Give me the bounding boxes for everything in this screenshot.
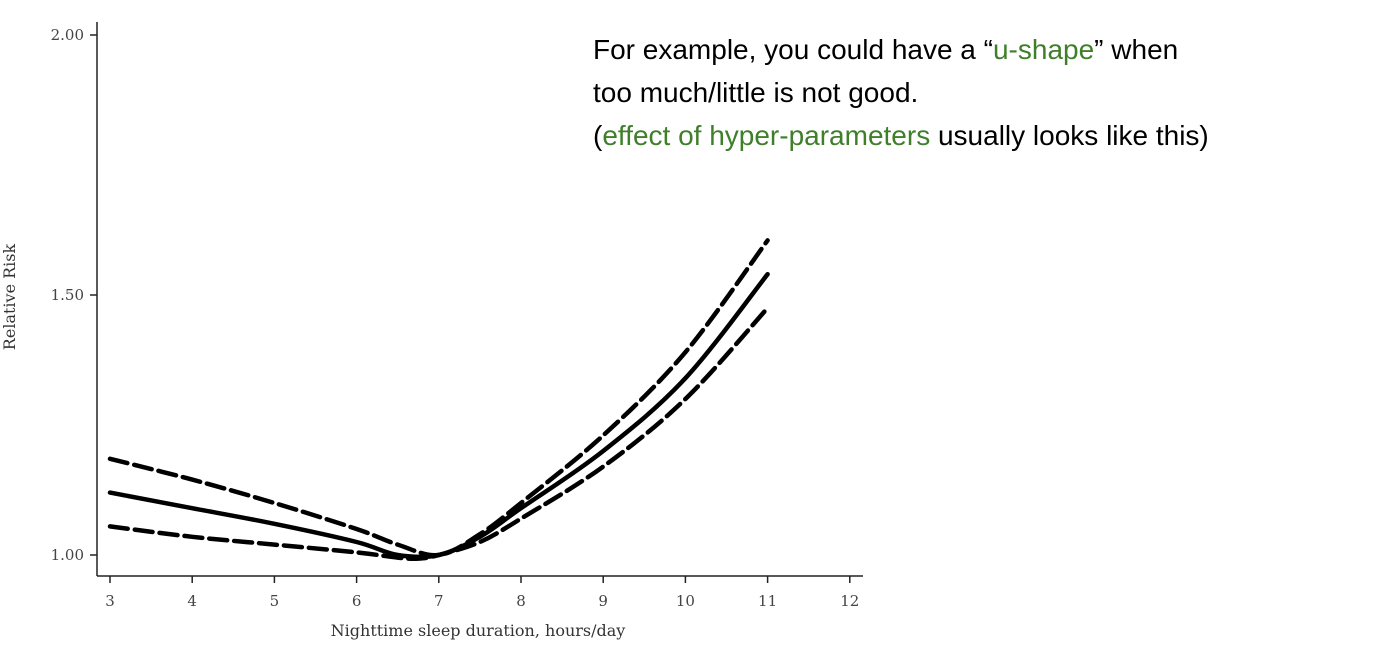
x-tick-label: 12: [840, 592, 859, 610]
annotation-line-2: too much/little is not good.: [593, 77, 919, 108]
chart-series: [107, 238, 770, 562]
annotation-line-3-start: (: [593, 120, 603, 151]
x-axis-label: Nighttime sleep duration, hours/day: [331, 621, 626, 640]
y-tick-label: 2.00: [51, 26, 84, 44]
y-tick-label: 1.50: [51, 286, 84, 304]
x-tick-label: 9: [598, 592, 608, 610]
annotation-line-1-start: For example, you could have a “: [593, 34, 993, 65]
annotation-text: For example, you could have a “u-shape” …: [593, 28, 1353, 157]
x-tick-label: 10: [676, 592, 695, 610]
y-tick-label: 1.00: [51, 546, 84, 564]
annotation-line-1-end: ” when: [1094, 34, 1179, 65]
annotation-line-1: For example, you could have a “u-shape” …: [593, 28, 1353, 71]
x-tick-label: 3: [105, 592, 115, 610]
annotation-line-3-end: usually looks like this): [930, 120, 1209, 151]
x-tick-label: 8: [516, 592, 526, 610]
x-tick-label: 11: [758, 592, 777, 610]
x-tick-label: 6: [352, 592, 362, 610]
y-ticks: 1.00 1.50 2.00: [51, 26, 97, 564]
y-axis-label: Relative Risk: [0, 244, 19, 351]
series-line-lower-bound: [107, 305, 770, 562]
highlight-u-shape: u-shape: [992, 34, 1095, 65]
x-tick-label: 7: [434, 592, 444, 610]
annotation-line-3: (effect of hyper-parameters usually look…: [593, 114, 1353, 157]
chart-axes: [96, 22, 863, 577]
highlight-hyper-parameters: effect of hyper-parameters: [602, 120, 931, 151]
x-tick-label: 5: [270, 592, 280, 610]
x-tick-label: 4: [187, 592, 197, 610]
x-ticks: 3 4 5 6 7 8 9 10 11 12: [105, 576, 859, 610]
